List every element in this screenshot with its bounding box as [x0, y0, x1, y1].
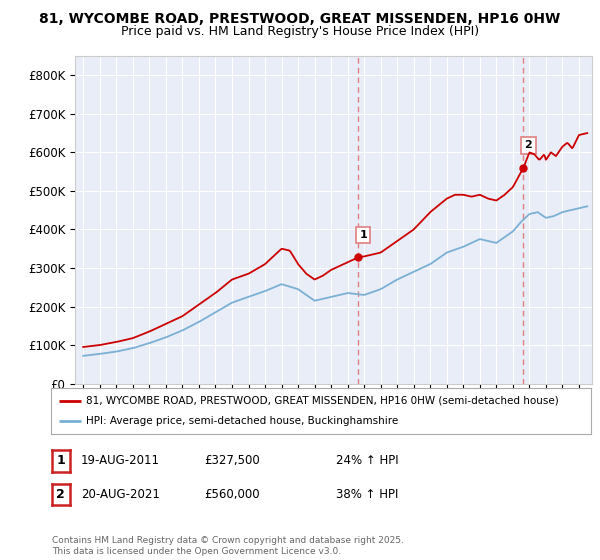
- Text: Price paid vs. HM Land Registry's House Price Index (HPI): Price paid vs. HM Land Registry's House …: [121, 25, 479, 38]
- Text: 24% ↑ HPI: 24% ↑ HPI: [336, 454, 398, 468]
- Text: 19-AUG-2011: 19-AUG-2011: [81, 454, 160, 468]
- Text: 38% ↑ HPI: 38% ↑ HPI: [336, 488, 398, 501]
- Text: 1: 1: [359, 230, 367, 240]
- Text: 2: 2: [524, 141, 532, 151]
- Text: HPI: Average price, semi-detached house, Buckinghamshire: HPI: Average price, semi-detached house,…: [86, 416, 398, 426]
- Text: £327,500: £327,500: [204, 454, 260, 468]
- Text: Contains HM Land Registry data © Crown copyright and database right 2025.
This d: Contains HM Land Registry data © Crown c…: [52, 536, 403, 556]
- Text: 2: 2: [56, 488, 65, 501]
- Text: 81, WYCOMBE ROAD, PRESTWOOD, GREAT MISSENDEN, HP16 0HW (semi-detached house): 81, WYCOMBE ROAD, PRESTWOOD, GREAT MISSE…: [86, 396, 559, 406]
- Text: £560,000: £560,000: [204, 488, 260, 501]
- Text: 20-AUG-2021: 20-AUG-2021: [81, 488, 160, 501]
- Text: 81, WYCOMBE ROAD, PRESTWOOD, GREAT MISSENDEN, HP16 0HW: 81, WYCOMBE ROAD, PRESTWOOD, GREAT MISSE…: [40, 12, 560, 26]
- Text: 1: 1: [56, 454, 65, 468]
